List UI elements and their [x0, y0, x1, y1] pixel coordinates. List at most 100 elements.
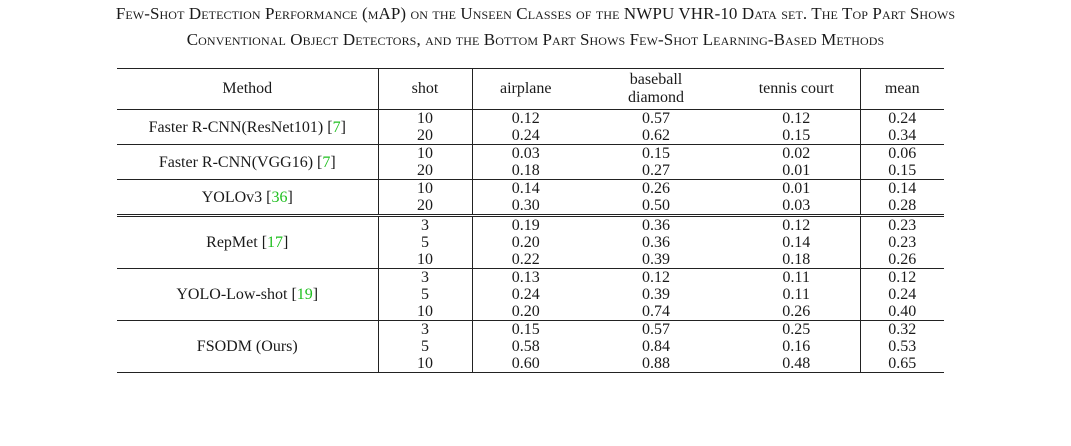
- tennis-court-cell: 0.18: [733, 251, 861, 269]
- airplane-cell: 0.22: [511, 251, 540, 268]
- baseball-diamond-cell: 0.88: [642, 355, 670, 372]
- tennis-court-cell: 0.03: [733, 197, 861, 216]
- baseball-diamond-cell: 0.36: [642, 217, 670, 234]
- shot-cell: 10: [378, 355, 473, 373]
- shot-cell: 5: [378, 338, 473, 355]
- table-row: 5 0.58 0.84 0.16 0.53: [117, 338, 944, 355]
- baseball-diamond-cell: 0.12: [642, 269, 670, 286]
- method-name-cell: Faster R-CNN(ResNet101) [7]: [117, 109, 379, 145]
- table-row: 20 0.30 0.50 0.03 0.28: [117, 197, 944, 216]
- baseball-diamond-cell: 0.15: [642, 145, 670, 162]
- shot-cell: 10: [378, 109, 473, 127]
- header-method: Method: [117, 68, 379, 110]
- shot-cell: 10: [378, 179, 473, 197]
- table-row: Faster R-CNN(ResNet101) [7] 10 0.12 0.57 0.1…: [117, 109, 944, 145]
- shot-cell: 20: [378, 197, 473, 216]
- table-row: 20 0.18 0.27 0.01 0.15: [117, 162, 944, 180]
- header-baseball-line1: baseball: [629, 71, 683, 88]
- caption-line-1: Few-Shot Detection Performance (mAP) on …: [115, 4, 956, 23]
- header-baseball-diamond: baseball diamond: [579, 69, 733, 110]
- table-row: 10 0.22 0.39 0.18 0.26: [117, 251, 944, 269]
- citation-link[interactable]: 7: [332, 118, 341, 136]
- mean-cell: 0.23: [888, 234, 917, 251]
- airplane-cell: 0.19: [511, 217, 540, 234]
- method-name-cell: FSODM (Ours): [117, 320, 379, 373]
- table-row: 5 0.20 0.36 0.14 0.23: [117, 234, 944, 251]
- shot-cell: 20: [378, 162, 473, 180]
- method-group: RepMet [17] 3 0.19 0.36 0.12 0.23 5 0.20 0.36 0.1…: [117, 215, 944, 269]
- tennis-court-cell: 0.01: [733, 179, 861, 197]
- tennis-court-cell: 0.12: [733, 109, 861, 127]
- method-name: Faster R-CNN(ResNet101): [148, 118, 324, 136]
- baseball-diamond-cell: 0.57: [642, 110, 670, 127]
- header-shot: shot: [378, 68, 473, 110]
- mean-cell: 0.24: [888, 110, 917, 127]
- table-row: RepMet [17] 3 0.19 0.36 0.12 0.23: [117, 215, 944, 269]
- airplane-cell: 0.18: [511, 162, 540, 179]
- method-group: YOLOv3 [36] 10 0.14 0.26 0.01 0.14 20 0.30 0.50 0…: [117, 179, 944, 216]
- method-group: YOLO-Low-shot [19] 3 0.13 0.12 0.11 0.12 5 0.24…: [117, 268, 944, 321]
- shot-cell: 3: [378, 320, 473, 338]
- baseball-diamond-cell: 0.84: [642, 338, 670, 355]
- airplane-cell: 0.24: [511, 286, 540, 303]
- method-group: Faster R-CNN(VGG16) [7] 10 0.03 0.15 0.02 0.0…: [117, 144, 944, 180]
- mean-cell: 0.14: [888, 180, 917, 197]
- method-name-cell: YOLO-Low-shot [19]: [117, 268, 379, 321]
- shot-cell: 10: [378, 303, 473, 321]
- table-row: YOLO-Low-shot [19] 3 0.13 0.12 0.11 0.12: [117, 268, 944, 321]
- airplane-cell: 0.20: [511, 303, 540, 320]
- table-row: YOLOv3 [36] 10 0.14 0.26 0.01 0.14: [117, 179, 944, 216]
- header-tennis-court: tennis court: [733, 68, 861, 110]
- baseball-diamond-cell: 0.50: [642, 197, 670, 214]
- tennis-court-cell: 0.26: [733, 303, 861, 321]
- method-name-cell: RepMet [17]: [117, 215, 379, 269]
- tennis-court-cell: 0.15: [733, 127, 861, 145]
- method-name: YOLO-Low-shot: [176, 286, 288, 303]
- airplane-cell: 0.58: [511, 338, 540, 355]
- citation-link[interactable]: 17: [267, 234, 284, 251]
- shot-cell: 20: [378, 127, 473, 145]
- table-row: 10 0.60 0.88 0.48 0.65: [117, 355, 944, 373]
- baseball-diamond-cell: 0.39: [642, 286, 670, 303]
- method-name: FSODM (Ours): [196, 338, 298, 355]
- table-row: 10 0.20 0.74 0.26 0.40: [117, 303, 944, 321]
- citation-link[interactable]: 36: [271, 188, 288, 206]
- results-table: Method shot airplane baseball diamond ten…: [117, 68, 944, 373]
- method-group: FSODM (Ours) 3 0.15 0.57 0.25 0.32 5 0.58 0.84 0.…: [117, 320, 944, 373]
- shot-cell: 3: [378, 268, 473, 286]
- baseball-diamond-cell: 0.26: [642, 180, 670, 197]
- baseball-diamond-cell: 0.57: [642, 321, 670, 338]
- mean-cell: 0.23: [888, 217, 917, 234]
- airplane-cell: 0.20: [511, 234, 540, 251]
- header-airplane: airplane: [499, 80, 552, 97]
- table-row: 5 0.24 0.39 0.11 0.24: [117, 286, 944, 303]
- airplane-cell: 0.30: [511, 197, 540, 214]
- baseball-diamond-cell: 0.62: [642, 127, 670, 144]
- baseball-diamond-cell: 0.27: [642, 162, 670, 179]
- tennis-court-cell: 0.25: [733, 320, 861, 338]
- shot-cell: 10: [378, 251, 473, 269]
- airplane-cell: 0.03: [511, 145, 540, 162]
- mean-cell: 0.06: [888, 145, 917, 162]
- tennis-court-cell: 0.02: [733, 144, 861, 162]
- table-row: Faster R-CNN(VGG16) [7] 10 0.03 0.15 0.02 0.0…: [117, 144, 944, 180]
- airplane-cell: 0.60: [511, 355, 540, 372]
- mean-cell: 0.34: [888, 127, 917, 144]
- citation-link[interactable]: 19: [296, 286, 313, 303]
- header-row: Method shot airplane baseball diamond ten…: [117, 68, 944, 110]
- citation-link[interactable]: 7: [322, 153, 331, 171]
- header-mean: mean: [884, 80, 920, 97]
- method-group: Faster R-CNN(ResNet101) [7] 10 0.12 0.57 0.1…: [117, 109, 944, 145]
- mean-cell: 0.26: [888, 251, 917, 268]
- tennis-court-cell: 0.01: [733, 162, 861, 180]
- shot-cell: 5: [378, 286, 473, 303]
- tennis-court-cell: 0.14: [733, 234, 861, 251]
- mean-cell: 0.65: [888, 355, 917, 372]
- airplane-cell: 0.13: [511, 269, 540, 286]
- caption-line-2: Conventional Object Detectors, and the B…: [186, 30, 885, 49]
- mean-cell: 0.28: [888, 197, 917, 214]
- tennis-court-cell: 0.11: [733, 286, 861, 303]
- method-name-cell: YOLOv3 [36]: [117, 179, 379, 216]
- method-name: RepMet: [206, 234, 258, 251]
- method-name-cell: Faster R-CNN(VGG16) [7]: [117, 144, 379, 180]
